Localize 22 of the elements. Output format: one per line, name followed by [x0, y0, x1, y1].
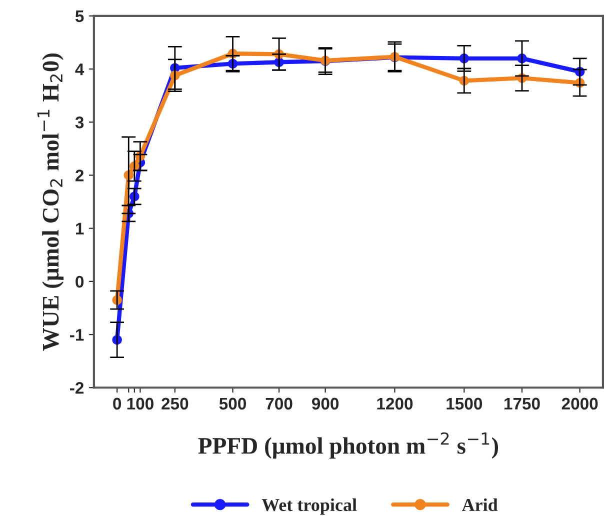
- x-tick-label: 100: [127, 398, 154, 410]
- y-tick-label: -2: [70, 382, 84, 394]
- x-tick-label: 900: [312, 398, 339, 410]
- y-tick-label: 2: [76, 170, 84, 182]
- legend-label: Wet tropical: [262, 498, 357, 515]
- y-tick-label: -1: [70, 329, 84, 341]
- y-tick-label: 4: [75, 64, 84, 76]
- x-axis-title: PPFD (μmol photon m$^{−2}$ s$^{−1}$): [198, 432, 498, 459]
- x-tick-label: 1750: [504, 398, 540, 410]
- y-axis-title: WUE (μmol CO$_{2}$ mol$^{−1}$ H$_{2}$0): [37, 53, 64, 351]
- y-tick-label: 5: [75, 10, 84, 22]
- y-tick-label: 1: [76, 222, 84, 234]
- x-tick-label: 700: [266, 398, 292, 410]
- legend-label: Arid: [462, 498, 498, 512]
- y-tick-label: 0: [76, 276, 84, 288]
- x-tick-label: 0: [113, 398, 122, 410]
- x-tick-label: 500: [219, 398, 246, 410]
- x-tick-label: 250: [162, 398, 188, 410]
- x-tick-label: 1500: [446, 398, 482, 410]
- y-tick-label: 3: [75, 116, 84, 128]
- x-tick-label: 1200: [377, 398, 413, 410]
- x-tick-label: 2000: [562, 398, 598, 410]
